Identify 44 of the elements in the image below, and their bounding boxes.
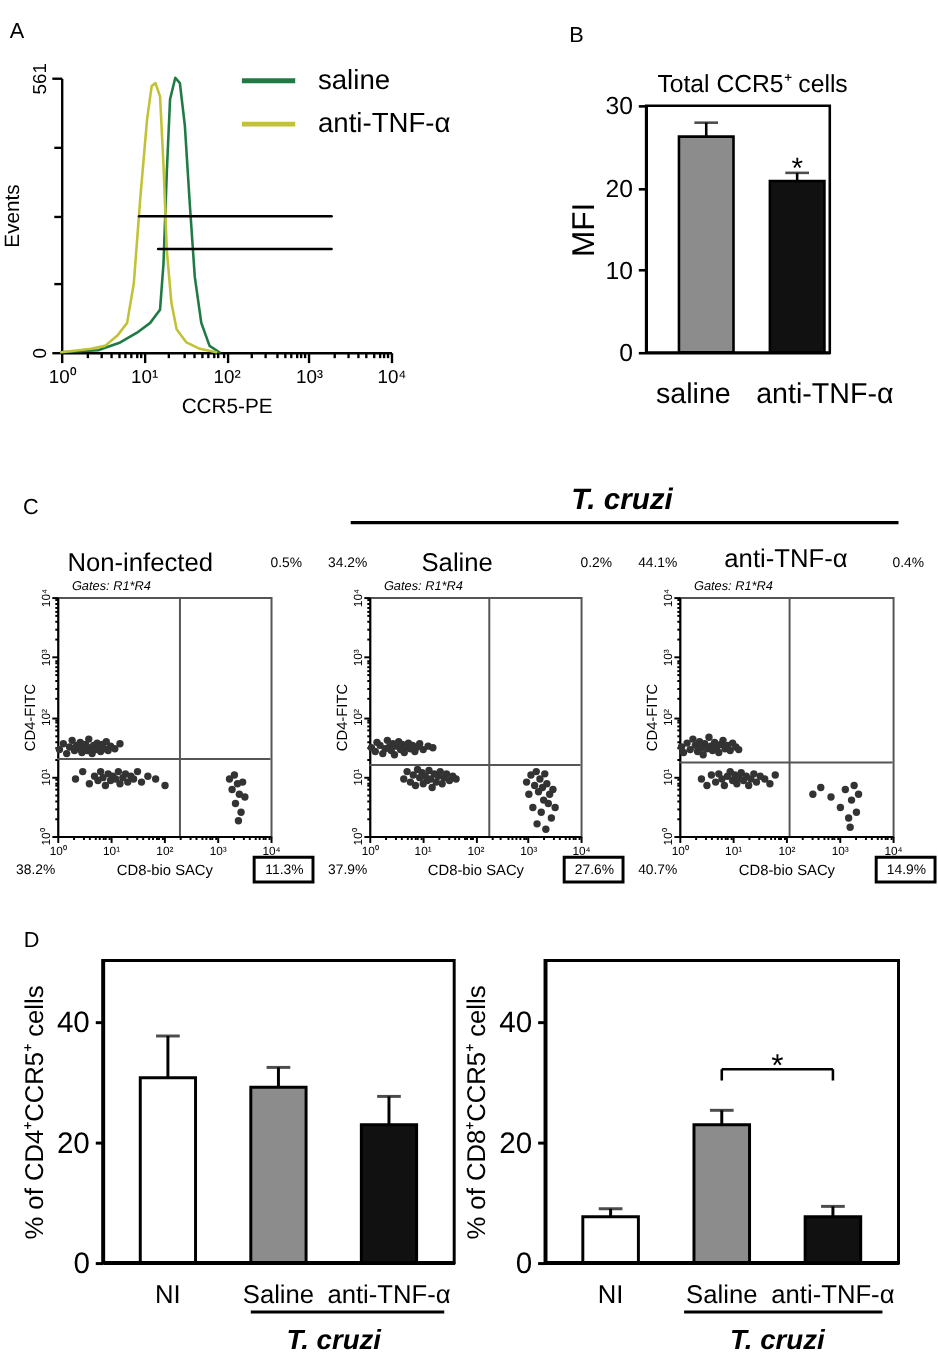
x-axis-title: CCR5-PE: [181, 397, 273, 420]
y-tick-label: 0: [73, 1249, 90, 1282]
text: T. cruzi: [730, 1323, 827, 1356]
x-tick-label: anti-TNF-α: [327, 1279, 452, 1310]
y-tick-label: 0: [619, 339, 634, 368]
legend-label: anti-TNF-α: [317, 106, 451, 139]
y-tick-label: 40: [499, 1007, 533, 1040]
y-tick-label: 20: [56, 1128, 90, 1161]
y-axis-title: MFI: [567, 202, 602, 257]
chart-title: Non-infected: [67, 547, 213, 578]
x-tick-label: 10³: [295, 366, 324, 387]
text: B: [569, 24, 584, 49]
y-axis-title: % of CD4⁺CCR5⁺ cells: [19, 985, 50, 1240]
y-tick-label: 10: [605, 256, 634, 285]
x-tick-label: 10⁴: [377, 366, 407, 387]
y-tick-label: 561: [30, 63, 51, 95]
y-axis-title: % of CD8⁺CCR5⁺ cells: [461, 985, 492, 1240]
x-tick-label: anti-TNF-α: [771, 1279, 896, 1310]
text: T. cruzi: [286, 1323, 384, 1356]
y-tick-label: 30: [605, 92, 634, 121]
x-tick-label: saline: [656, 378, 731, 411]
x-tick-label: NI: [155, 1279, 181, 1310]
x-tick-label: NI: [597, 1279, 624, 1310]
y-tick-label: 0: [30, 348, 51, 359]
y-tick-label: 20: [605, 174, 634, 203]
text: T. cruzi: [571, 485, 675, 518]
y-tick-label: 20: [499, 1128, 533, 1161]
text: C: [23, 496, 40, 521]
chart-title: Total CCR5⁺ cells: [657, 69, 848, 98]
text: A: [9, 20, 26, 45]
chart-title: Saline: [421, 547, 493, 578]
annotation: *: [791, 154, 804, 187]
x-tick-label: Saline: [242, 1279, 315, 1310]
y-tick-label: 40: [56, 1007, 90, 1040]
x-tick-label: 10²: [213, 366, 241, 387]
annotation: *: [771, 1050, 784, 1085]
x-tick-label: Saline: [686, 1279, 758, 1310]
y-tick-label: 0: [515, 1249, 533, 1282]
legend-label: saline: [317, 62, 391, 95]
y-axis-title: Events: [2, 184, 25, 248]
text: D: [23, 929, 40, 954]
x-tick-label: anti-TNF-α: [756, 378, 894, 411]
chart-title: anti-TNF-α: [724, 543, 849, 574]
x-tick-label: 10¹: [131, 366, 159, 387]
